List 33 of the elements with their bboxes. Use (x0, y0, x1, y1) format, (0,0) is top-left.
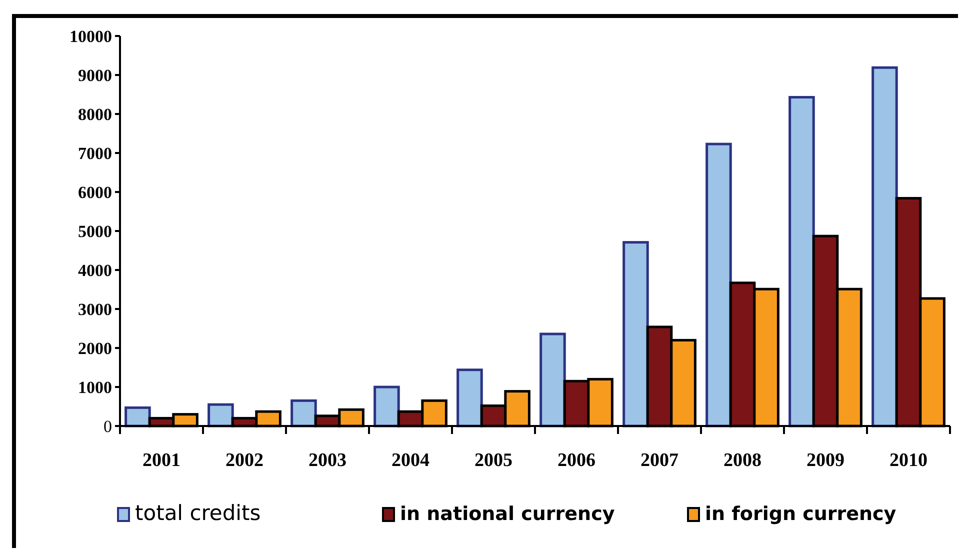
bar (374, 386, 400, 428)
x-tick-label: 2001 (142, 450, 180, 471)
bar (622, 241, 649, 428)
bar (208, 403, 234, 428)
x-tick-label: 2005 (474, 450, 512, 471)
y-tick-label: 9000 (78, 66, 112, 85)
legend-label: total credits (135, 501, 261, 525)
bar (540, 332, 566, 428)
y-tick-label: 4000 (78, 260, 112, 280)
x-tick-label: 2002 (226, 450, 264, 471)
x-tick-label: 2009 (806, 450, 844, 471)
x-tick-label: 2007 (640, 450, 679, 471)
bar (872, 66, 898, 428)
x-tick-label: 2004 (392, 450, 430, 471)
y-tick-label: 2000 (78, 338, 112, 358)
y-tick-label: 3000 (78, 300, 112, 319)
y-tick-label: 7000 (78, 144, 112, 163)
y-tick-label: 10000 (70, 26, 112, 46)
y-tick-label: 6000 (78, 182, 112, 202)
bar (456, 368, 483, 428)
bar (290, 399, 317, 428)
x-tick-label: 2008 (724, 450, 762, 471)
bar (706, 142, 732, 428)
legend-label: in forign currency (705, 503, 897, 525)
y-tick-label: 1000 (78, 378, 112, 397)
bar (788, 96, 815, 428)
y-tick-label: 8000 (78, 104, 112, 124)
legend-label: in national currency (400, 503, 616, 525)
y-tick-label: 0 (104, 416, 112, 436)
x-tick-label: 2006 (558, 450, 596, 471)
x-tick-label: 2010 (890, 450, 928, 471)
y-tick-label: 5000 (78, 222, 112, 241)
x-tick-label: 2003 (308, 450, 346, 471)
